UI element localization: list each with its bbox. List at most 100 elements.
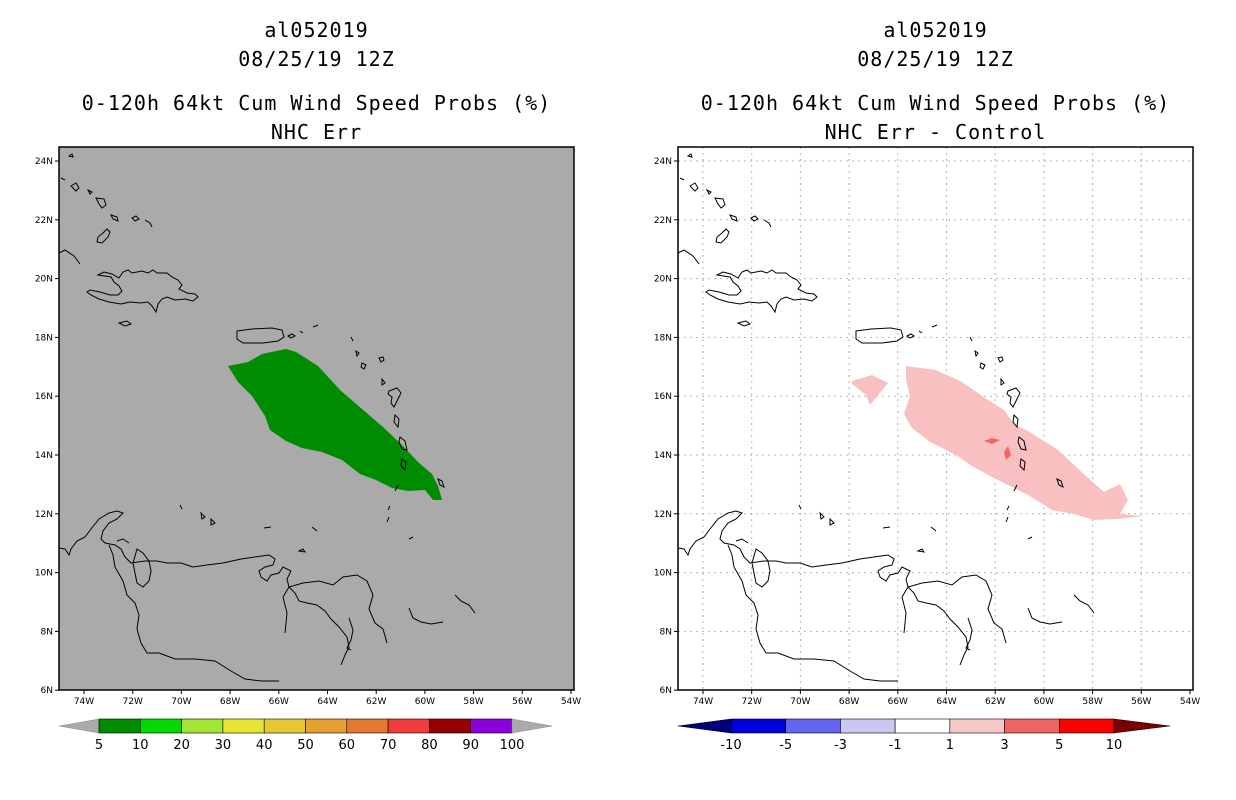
left-colorbar-label: 70 xyxy=(380,738,397,753)
lat-tick-label: 20N xyxy=(35,275,53,285)
right-colorbar-label: -10 xyxy=(720,738,741,753)
left-colorbar-box xyxy=(470,718,513,734)
right-colorbar-label: -3 xyxy=(834,738,847,753)
right-subtitle: NHC Err - Control xyxy=(824,120,1047,144)
left-colorbar-label: 80 xyxy=(421,738,438,753)
lon-tick-label: 56W xyxy=(512,697,532,707)
right-peak-marker xyxy=(984,438,1011,460)
lon-tick-label: 64W xyxy=(317,697,337,707)
right-colorbar-box xyxy=(1004,718,1060,734)
left-product-title: 0-120h 64kt Cum Wind Speed Probs (%) xyxy=(81,91,552,115)
left-map-frame xyxy=(58,146,575,691)
lon-tick-label: 66W xyxy=(888,697,908,707)
lat-tick-label: 6N xyxy=(41,686,53,696)
lon-tick-label: 72W xyxy=(123,697,143,707)
lon-tick-label: 72W xyxy=(742,697,762,707)
left-colorbar-label: 5 xyxy=(95,738,103,753)
right-colorbar-label: -1 xyxy=(889,738,902,753)
lon-tick-label: 62W xyxy=(366,697,386,707)
left-map-panel: 24N 22N 20N 18N 16N 14N 12N 10N 8N 6N 74W 72W 70W 68W… xyxy=(35,146,581,707)
lon-tick-label: 60W xyxy=(415,697,435,707)
lon-tick-label: 54W xyxy=(1180,697,1200,707)
left-colorbar-label: 40 xyxy=(256,738,273,753)
left-datetime: 08/25/19 12Z xyxy=(238,47,395,71)
left-axis-ticks: 24N 22N 20N 18N 16N 14N 12N 10N 8N 6N 74W 72W 70W 68W… xyxy=(35,157,581,707)
lon-tick-label: 68W xyxy=(220,697,240,707)
lat-tick-label: 22N xyxy=(654,216,672,226)
left-colorbar-label: 20 xyxy=(173,738,190,753)
right-colorbar-box xyxy=(894,718,951,734)
left-colorbar-box xyxy=(263,718,306,734)
lon-tick-label: 70W xyxy=(790,697,810,707)
lon-tick-label: 60W xyxy=(1034,697,1054,707)
left-storm-id: al052019 xyxy=(264,18,369,42)
right-colorbar-label: 1 xyxy=(946,738,954,753)
left-colorbar-lower-arrow xyxy=(58,718,100,734)
right-colorbar-box xyxy=(730,718,787,734)
left-colorbar-box xyxy=(181,718,224,734)
lat-tick-label: 14N xyxy=(654,451,672,461)
left-colorbar-label: 60 xyxy=(339,738,356,753)
lon-tick-label: 74W xyxy=(693,697,713,707)
lat-tick-label: 16N xyxy=(35,392,53,402)
lat-tick-label: 14N xyxy=(35,451,53,461)
lon-tick-label: 64W xyxy=(936,697,956,707)
right-colorbar-label: 3 xyxy=(1000,738,1008,753)
lat-tick-label: 22N xyxy=(35,216,53,226)
lat-tick-label: 12N xyxy=(35,510,53,520)
left-subtitle: NHC Err xyxy=(270,120,363,144)
right-colorbar-label: 10 xyxy=(1106,738,1123,753)
left-colorbar: 5 10 20 30 40 50 60 70 80 90 100 xyxy=(58,718,553,753)
lon-tick-label: 54W xyxy=(561,697,581,707)
right-colorbar-label: -5 xyxy=(779,738,792,753)
right-colorbar-box xyxy=(949,718,1005,734)
lat-tick-label: 18N xyxy=(35,333,53,343)
lon-tick-label: 56W xyxy=(1131,697,1151,707)
left-colorbar-box xyxy=(222,718,265,734)
lon-tick-label: 58W xyxy=(463,697,483,707)
lat-tick-label: 8N xyxy=(660,627,672,637)
left-colorbar-label: 50 xyxy=(297,738,314,753)
right-map-frame xyxy=(677,146,1194,691)
right-storm-id: al052019 xyxy=(883,18,988,42)
lat-tick-label: 16N xyxy=(654,392,672,402)
left-colorbar-box xyxy=(305,718,348,734)
lat-tick-label: 12N xyxy=(654,510,672,520)
left-colorbar-label: 90 xyxy=(462,738,479,753)
lat-tick-label: 8N xyxy=(41,627,53,637)
right-datetime: 08/25/19 12Z xyxy=(857,47,1014,71)
left-colorbar-label: 30 xyxy=(215,738,232,753)
left-colorbar-box xyxy=(98,718,141,734)
lat-tick-label: 18N xyxy=(654,333,672,343)
lon-tick-label: 66W xyxy=(269,697,289,707)
right-product-title: 0-120h 64kt Cum Wind Speed Probs (%) xyxy=(700,91,1171,115)
left-colorbar-box xyxy=(346,718,389,734)
lon-tick-label: 68W xyxy=(839,697,859,707)
left-colorbar-upper-arrow xyxy=(511,718,553,734)
right-axis-ticks: 24N 22N 20N 18N 16N 14N 12N 10N 8N 6N 74W 72W 70W 68W… xyxy=(654,157,1200,707)
lat-tick-label: 10N xyxy=(654,569,672,579)
left-probability-swath xyxy=(228,349,442,500)
right-colorbar-upper-arrow xyxy=(1113,718,1171,734)
right-map-panel: 24N 22N 20N 18N 16N 14N 12N 10N 8N 6N 74W 72W 70W 68W… xyxy=(654,146,1200,707)
left-colorbar-label: 100 xyxy=(500,738,525,753)
left-colorbar-box xyxy=(429,718,471,734)
lon-tick-label: 74W xyxy=(74,697,94,707)
right-difference-swath xyxy=(852,366,1144,520)
lon-tick-label: 62W xyxy=(985,697,1005,707)
left-colorbar-label: 10 xyxy=(132,738,149,753)
right-colorbar-box xyxy=(1058,718,1115,734)
right-colorbar: -10 -5 -3 -1 1 3 5 10 xyxy=(677,718,1171,753)
right-colorbar-box xyxy=(840,718,896,734)
left-colorbar-box xyxy=(387,718,430,734)
lon-tick-label: 70W xyxy=(171,697,191,707)
right-gridlines xyxy=(678,147,1193,690)
right-colorbar-box xyxy=(785,718,841,734)
lat-tick-label: 6N xyxy=(660,686,672,696)
lon-tick-label: 58W xyxy=(1082,697,1102,707)
lat-tick-label: 10N xyxy=(35,569,53,579)
lat-tick-label: 24N xyxy=(654,157,672,167)
lat-tick-label: 20N xyxy=(654,275,672,285)
left-colorbar-box xyxy=(140,718,182,734)
right-colorbar-label: 5 xyxy=(1055,738,1063,753)
